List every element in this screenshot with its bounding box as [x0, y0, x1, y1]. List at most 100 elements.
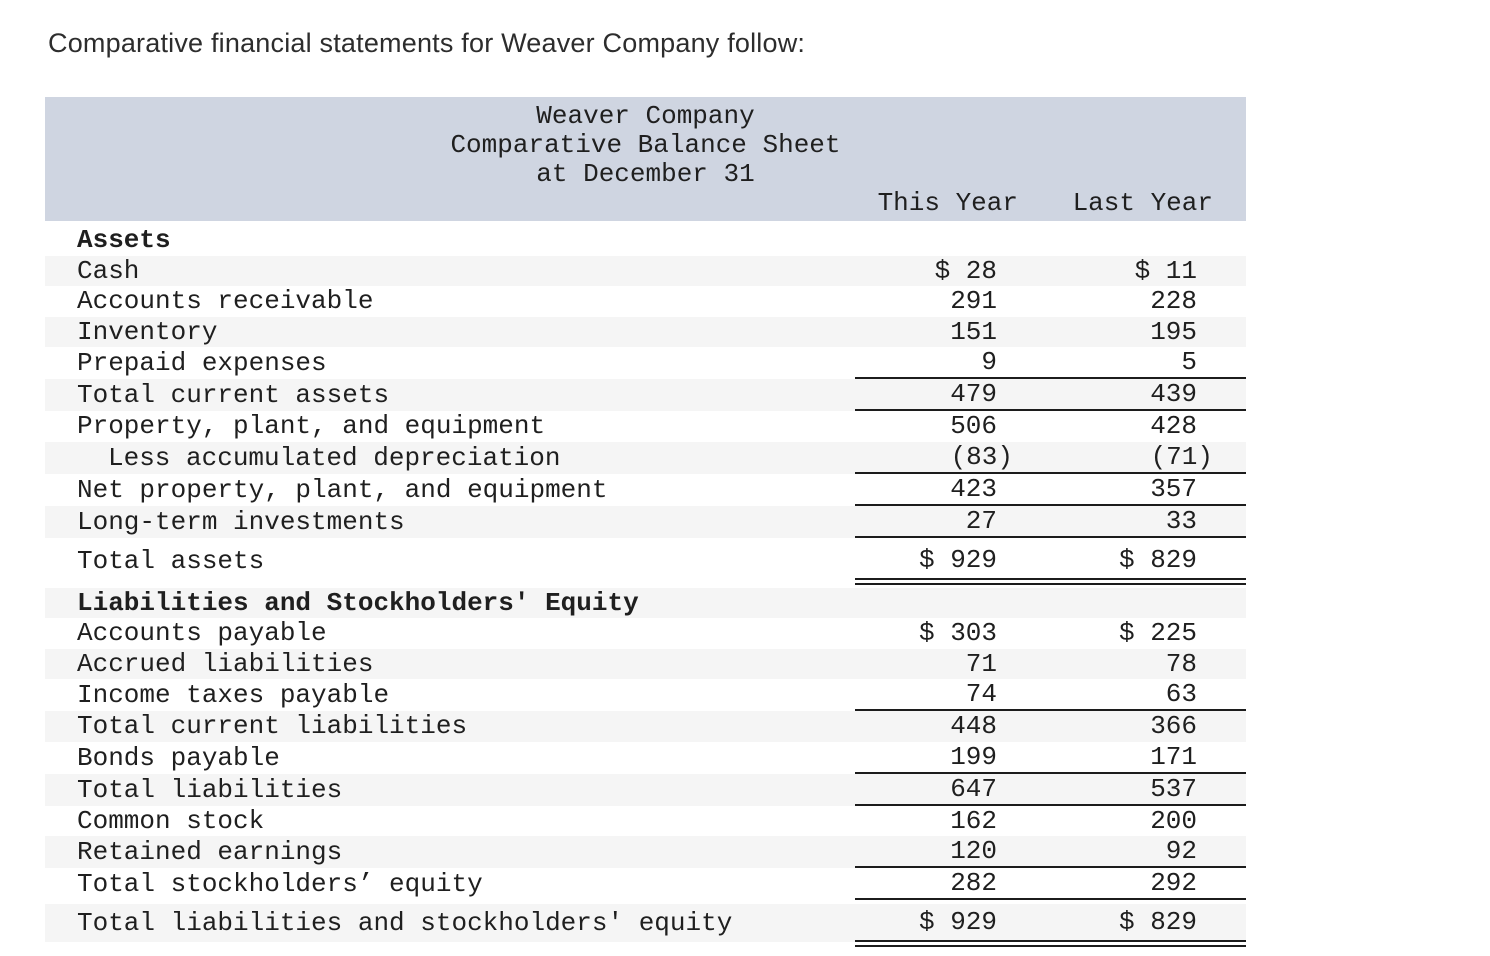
- this-year-value: $ 929: [918, 907, 997, 937]
- last-year-value: 537: [1150, 773, 1197, 804]
- this-year-value: 74: [965, 679, 997, 709]
- table-row: Accrued liabilities 71 78: [45, 648, 1246, 680]
- row-label: Total current liabilities: [77, 711, 468, 742]
- row-label: Retained earnings: [77, 837, 343, 867]
- last-year-value: 92: [1165, 836, 1197, 866]
- last-year-value: 366: [1150, 711, 1197, 742]
- row-label: Total assets: [77, 545, 265, 576]
- row-label: Liabilities and Stockholders' Equity: [77, 587, 639, 618]
- this-year-value: 162: [950, 805, 997, 836]
- last-year-value: $ 829: [1118, 907, 1197, 937]
- row-label: Less accumulated depreciation: [108, 442, 561, 473]
- row-values: 506 428: [855, 411, 1246, 442]
- table-row: Total current assets 479 439: [45, 379, 1246, 411]
- row-values: [855, 225, 1246, 256]
- last-year-value: 171: [1150, 741, 1197, 772]
- this-year-value: 282: [950, 868, 997, 898]
- this-year-value: 647: [950, 773, 997, 804]
- this-year-value: 27: [965, 505, 997, 536]
- table-row: Total current liabilities 448 366: [45, 711, 1246, 742]
- row-label: Long-term investments: [77, 506, 405, 537]
- table-row: Bonds payable 199 171: [45, 742, 1246, 774]
- last-year-value: 200: [1150, 805, 1197, 836]
- row-values: [855, 588, 1246, 619]
- row-values: (83) (71): [855, 442, 1246, 474]
- statement-title-report: Comparative Balance Sheet: [450, 130, 841, 160]
- this-year-value: (83): [950, 441, 1013, 472]
- statement-rows: Assets Cash $ 28 $ 11 Accounts receivable 291…: [45, 225, 1246, 947]
- balance-sheet: Weaver Company Comparative Balance Sheet…: [45, 97, 1246, 947]
- row-label: Total liabilities and stockholders' equi…: [77, 908, 733, 938]
- row-values: 647 537: [855, 774, 1246, 806]
- this-year-value: 291: [950, 286, 997, 317]
- row-label: Total liabilities: [77, 774, 343, 805]
- row-values: 423 357: [855, 474, 1246, 506]
- row-values: 479 439: [855, 379, 1246, 411]
- table-row: Prepaid expenses 9 5: [45, 347, 1246, 379]
- table-row: Common stock 162 200: [45, 806, 1246, 837]
- row-label: Inventory: [77, 316, 218, 347]
- row-values: $ 303 $ 225: [855, 618, 1246, 649]
- row-label: Common stock: [77, 805, 265, 836]
- last-year-value: 428: [1150, 411, 1197, 442]
- this-year-value: 71: [965, 648, 997, 679]
- this-year-value: 423: [950, 473, 997, 504]
- column-headers: This Year Last Year: [45, 189, 1246, 218]
- statement-title-company: Weaver Company: [536, 101, 755, 131]
- last-year-value: 292: [1150, 868, 1197, 898]
- row-values: $ 28 $ 11: [855, 256, 1246, 287]
- table-row: Total liabilities and stockholders' equi…: [45, 904, 1246, 947]
- table-row: Property, plant, and equipment 506 428: [45, 411, 1246, 442]
- last-year-value: (71): [1150, 441, 1213, 472]
- last-year-value: $ 829: [1118, 544, 1197, 575]
- last-year-value: 78: [1165, 648, 1197, 679]
- column-header-this-year: This Year: [877, 188, 1018, 218]
- last-year-value: 357: [1150, 473, 1197, 504]
- row-label: Assets: [77, 225, 171, 256]
- table-row: Inventory 151 195: [45, 316, 1246, 348]
- row-label: Prepaid expenses: [77, 348, 327, 378]
- row-values: 448 366: [855, 711, 1246, 742]
- row-values: 74 63: [855, 679, 1246, 711]
- this-year-value: $ 303: [918, 618, 997, 649]
- statement-title-date: at December 31: [536, 159, 755, 189]
- this-year-value: 120: [950, 836, 997, 866]
- table-row: Accounts receivable 291 228: [45, 286, 1246, 317]
- row-label: Accounts receivable: [77, 286, 374, 317]
- intro-text: Comparative financial statements for Wea…: [48, 28, 806, 58]
- row-label: Total stockholders’ equity: [77, 869, 483, 899]
- row-values: 199 171: [855, 742, 1246, 774]
- last-year-value: $ 11: [1134, 255, 1197, 286]
- row-values: 282 292: [855, 868, 1246, 900]
- row-label: Bonds payable: [77, 742, 280, 773]
- row-values: 151 195: [855, 317, 1246, 348]
- statement-header: Weaver Company Comparative Balance Sheet…: [45, 97, 1246, 221]
- row-values: 71 78: [855, 649, 1246, 680]
- column-header-last-year: Last Year: [1072, 188, 1213, 218]
- last-year-value: 63: [1165, 679, 1197, 709]
- row-label: Total current assets: [77, 380, 390, 410]
- row-values: $ 929 $ 829: [855, 542, 1246, 585]
- last-year-value: 5: [1181, 347, 1197, 377]
- table-row: Assets: [45, 225, 1246, 256]
- row-values: $ 929 $ 829: [855, 904, 1246, 947]
- row-label: Cash: [77, 255, 140, 286]
- last-year-value: $ 225: [1118, 618, 1197, 649]
- table-row: Cash $ 28 $ 11: [45, 255, 1246, 287]
- last-year-value: 228: [1150, 286, 1197, 317]
- this-year-value: 506: [950, 411, 997, 442]
- this-year-value: 199: [950, 741, 997, 772]
- table-row: Accounts payable $ 303 $ 225: [45, 618, 1246, 649]
- table-row: Net property, plant, and equipment 423 357: [45, 474, 1246, 506]
- row-label: Accrued liabilities: [77, 648, 374, 679]
- row-label: Property, plant, and equipment: [77, 411, 546, 442]
- this-year-value: $ 28: [934, 255, 997, 286]
- this-year-value: 479: [950, 379, 997, 409]
- last-year-value: 195: [1150, 316, 1197, 347]
- this-year-value: $ 929: [918, 544, 997, 575]
- row-label: Accounts payable: [77, 618, 327, 649]
- row-values: 162 200: [855, 806, 1246, 837]
- table-row: Retained earnings 120 92: [45, 836, 1246, 868]
- table-row: Long-term investments 27 33: [45, 505, 1246, 538]
